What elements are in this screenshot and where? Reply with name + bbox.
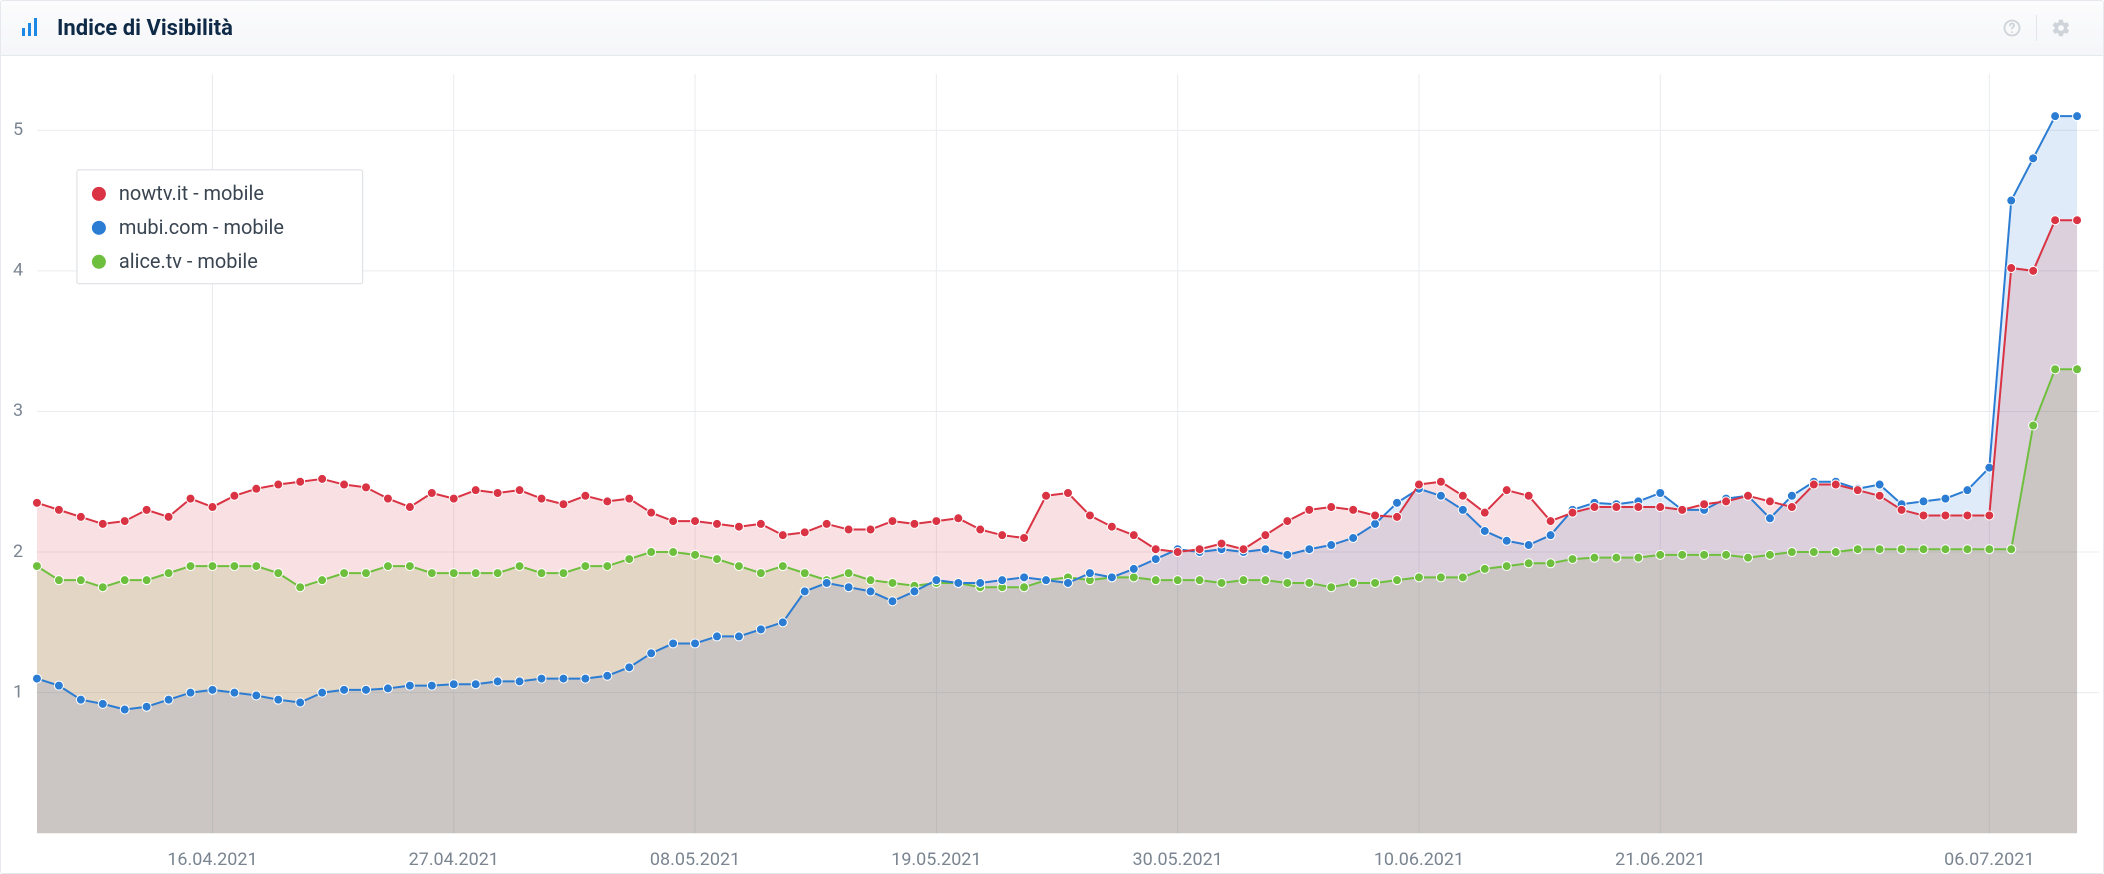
svg-text:mubi.com - mobile: mubi.com - mobile <box>119 215 284 239</box>
gear-icon[interactable] <box>2037 18 2085 38</box>
svg-text:30.05.2021: 30.05.2021 <box>1133 849 1223 870</box>
svg-text:10.06.2021: 10.06.2021 <box>1374 849 1464 870</box>
visibility-panel: Indice di Visibilità 1 2 3 4 5 16.04.2021 27.0… <box>0 0 2104 874</box>
svg-text:27.04.2021: 27.04.2021 <box>409 849 499 870</box>
svg-text:nowtv.it - mobile: nowtv.it - mobile <box>119 181 264 205</box>
svg-text:3: 3 <box>13 400 23 421</box>
svg-text:1: 1 <box>13 681 23 702</box>
panel-header: Indice di Visibilità <box>1 1 2103 56</box>
svg-text:5: 5 <box>13 119 23 140</box>
chart-icon <box>19 16 43 40</box>
visibility-chart: 1 2 3 4 5 16.04.2021 27.04.2021 08.05.2021 19.05… <box>1 56 2103 873</box>
svg-text:2: 2 <box>13 541 23 562</box>
svg-text:4: 4 <box>13 260 23 281</box>
panel-title: Indice di Visibilità <box>57 16 233 41</box>
svg-text:21.06.2021: 21.06.2021 <box>1615 849 1705 870</box>
svg-text:alice.tv - mobile: alice.tv - mobile <box>119 249 258 273</box>
svg-text:08.05.2021: 08.05.2021 <box>650 849 740 870</box>
panel-header-left: Indice di Visibilità <box>19 16 233 41</box>
panel-header-right <box>1988 15 2085 41</box>
svg-text:16.04.2021: 16.04.2021 <box>167 849 257 870</box>
svg-text:19.05.2021: 19.05.2021 <box>891 849 981 870</box>
chart-svg: 1 2 3 4 5 16.04.2021 27.04.2021 08.05.2021 19.05… <box>1 56 2103 873</box>
help-icon[interactable] <box>1988 18 2036 38</box>
svg-text:06.07.2021: 06.07.2021 <box>1944 849 2034 870</box>
